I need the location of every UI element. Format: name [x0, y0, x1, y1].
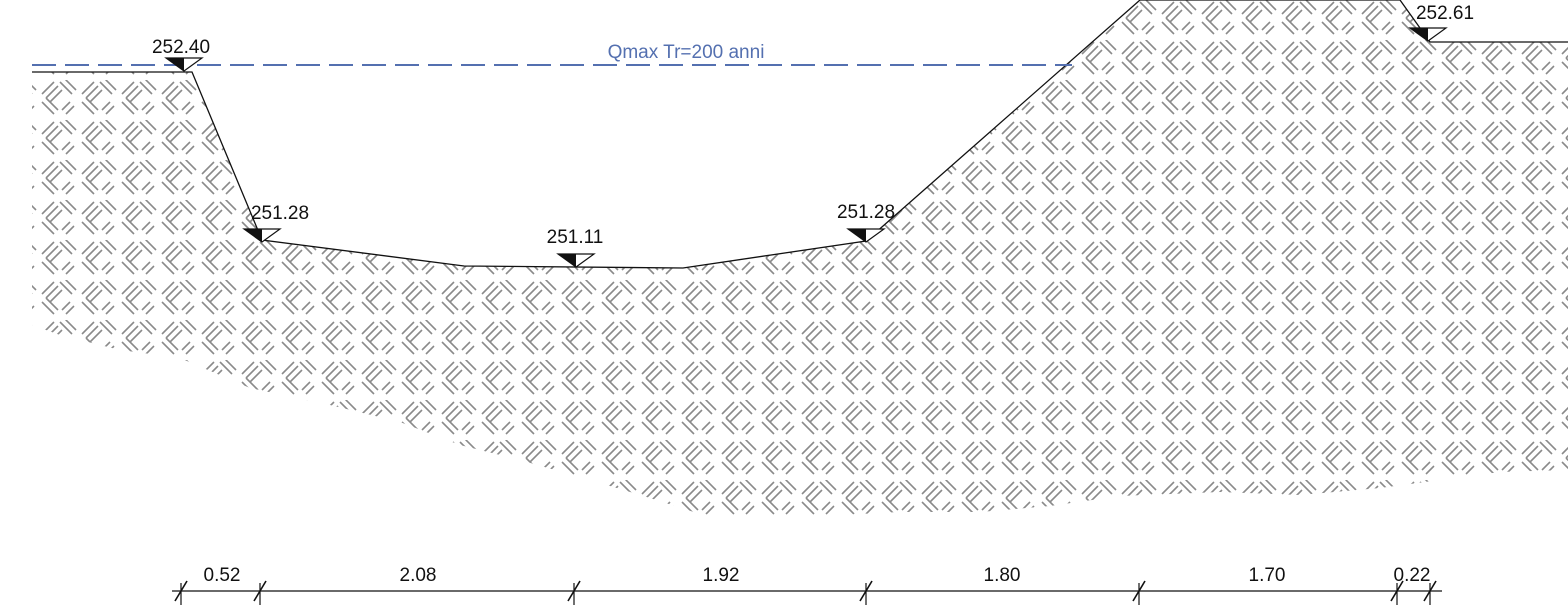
elevation-marker-left-toe: 251.28: [242, 203, 309, 243]
elevation-label: 251.28: [837, 202, 895, 223]
elevation-marker-left-bank-top: 252.40: [152, 37, 210, 72]
elevation-triangle-fill-icon: [848, 229, 866, 242]
water-level-label: Qmax Tr=200 anni: [608, 42, 765, 63]
dimension-label: 1.70: [1249, 565, 1286, 586]
elevation-marker-right-bank-top: 252.61: [1408, 3, 1474, 42]
dimension-label: 0.52: [204, 565, 241, 586]
elevation-label: 251.11: [547, 227, 604, 248]
ground-profile-line: [32, 0, 1568, 269]
elevation-triangle-fill-icon: [244, 229, 262, 242]
dimension-label: 1.80: [984, 565, 1021, 586]
elevation-label: 251.28: [251, 203, 309, 224]
elevation-label: 252.40: [152, 37, 210, 58]
elevation-label: 252.61: [1416, 3, 1474, 24]
elevation-triangle-fill-icon: [1410, 28, 1428, 41]
dimension-label: 0.22: [1394, 565, 1431, 586]
elevation-triangle-fill-icon: [558, 254, 576, 267]
ground-fill: [32, 0, 1568, 518]
dimension-label: 1.92: [703, 565, 740, 586]
elevation-marker-channel-bottom: 251.11: [547, 227, 604, 268]
elevation-marker-right-toe: 251.28: [837, 202, 895, 243]
dimension-verticals: [180, 583, 1431, 605]
dimension-chain: 0.52 2.08 1.92 1.80 1.70 0.22: [172, 565, 1442, 605]
dimension-label: 2.08: [400, 565, 437, 586]
elevation-triangle-fill-icon: [166, 58, 184, 71]
